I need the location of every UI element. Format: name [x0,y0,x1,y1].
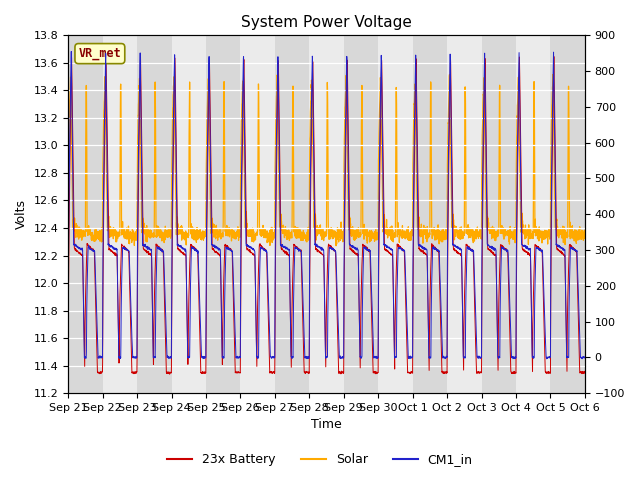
Bar [413,36,447,393]
Bar [206,36,241,393]
Bar [241,36,275,393]
Bar [344,36,378,393]
Bar [172,36,206,393]
Bar [309,36,344,393]
X-axis label: Time: Time [311,419,342,432]
Y-axis label: Volts: Volts [15,199,28,229]
Bar [447,36,481,393]
Legend: 23x Battery, Solar, CM1_in: 23x Battery, Solar, CM1_in [163,448,477,471]
Bar [102,36,137,393]
Bar [516,36,550,393]
Bar [137,36,172,393]
Bar [275,36,309,393]
Title: System Power Voltage: System Power Voltage [241,15,412,30]
Bar [481,36,516,393]
Bar [378,36,413,393]
Bar [68,36,102,393]
Bar [550,36,585,393]
Text: VR_met: VR_met [79,47,121,60]
